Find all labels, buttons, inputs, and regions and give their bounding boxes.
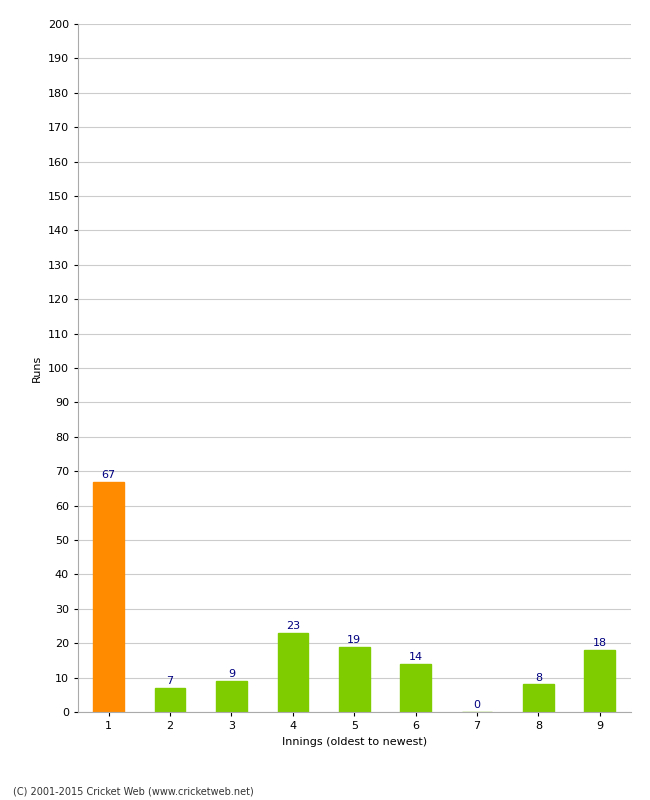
Bar xyxy=(216,681,247,712)
Bar xyxy=(523,685,554,712)
Text: 8: 8 xyxy=(535,673,542,682)
Text: 7: 7 xyxy=(166,676,174,686)
Text: 23: 23 xyxy=(286,621,300,631)
Bar xyxy=(278,633,308,712)
Text: (C) 2001-2015 Cricket Web (www.cricketweb.net): (C) 2001-2015 Cricket Web (www.cricketwe… xyxy=(13,786,254,796)
Text: 67: 67 xyxy=(101,470,116,480)
Text: 18: 18 xyxy=(593,638,607,648)
Bar xyxy=(94,482,124,712)
Y-axis label: Runs: Runs xyxy=(32,354,42,382)
Bar xyxy=(339,646,370,712)
Text: 0: 0 xyxy=(474,700,480,710)
Bar xyxy=(155,688,185,712)
Text: 9: 9 xyxy=(228,670,235,679)
Bar xyxy=(400,664,431,712)
Text: 19: 19 xyxy=(347,635,361,645)
Bar xyxy=(584,650,615,712)
Text: 14: 14 xyxy=(409,652,423,662)
X-axis label: Innings (oldest to newest): Innings (oldest to newest) xyxy=(281,737,427,746)
